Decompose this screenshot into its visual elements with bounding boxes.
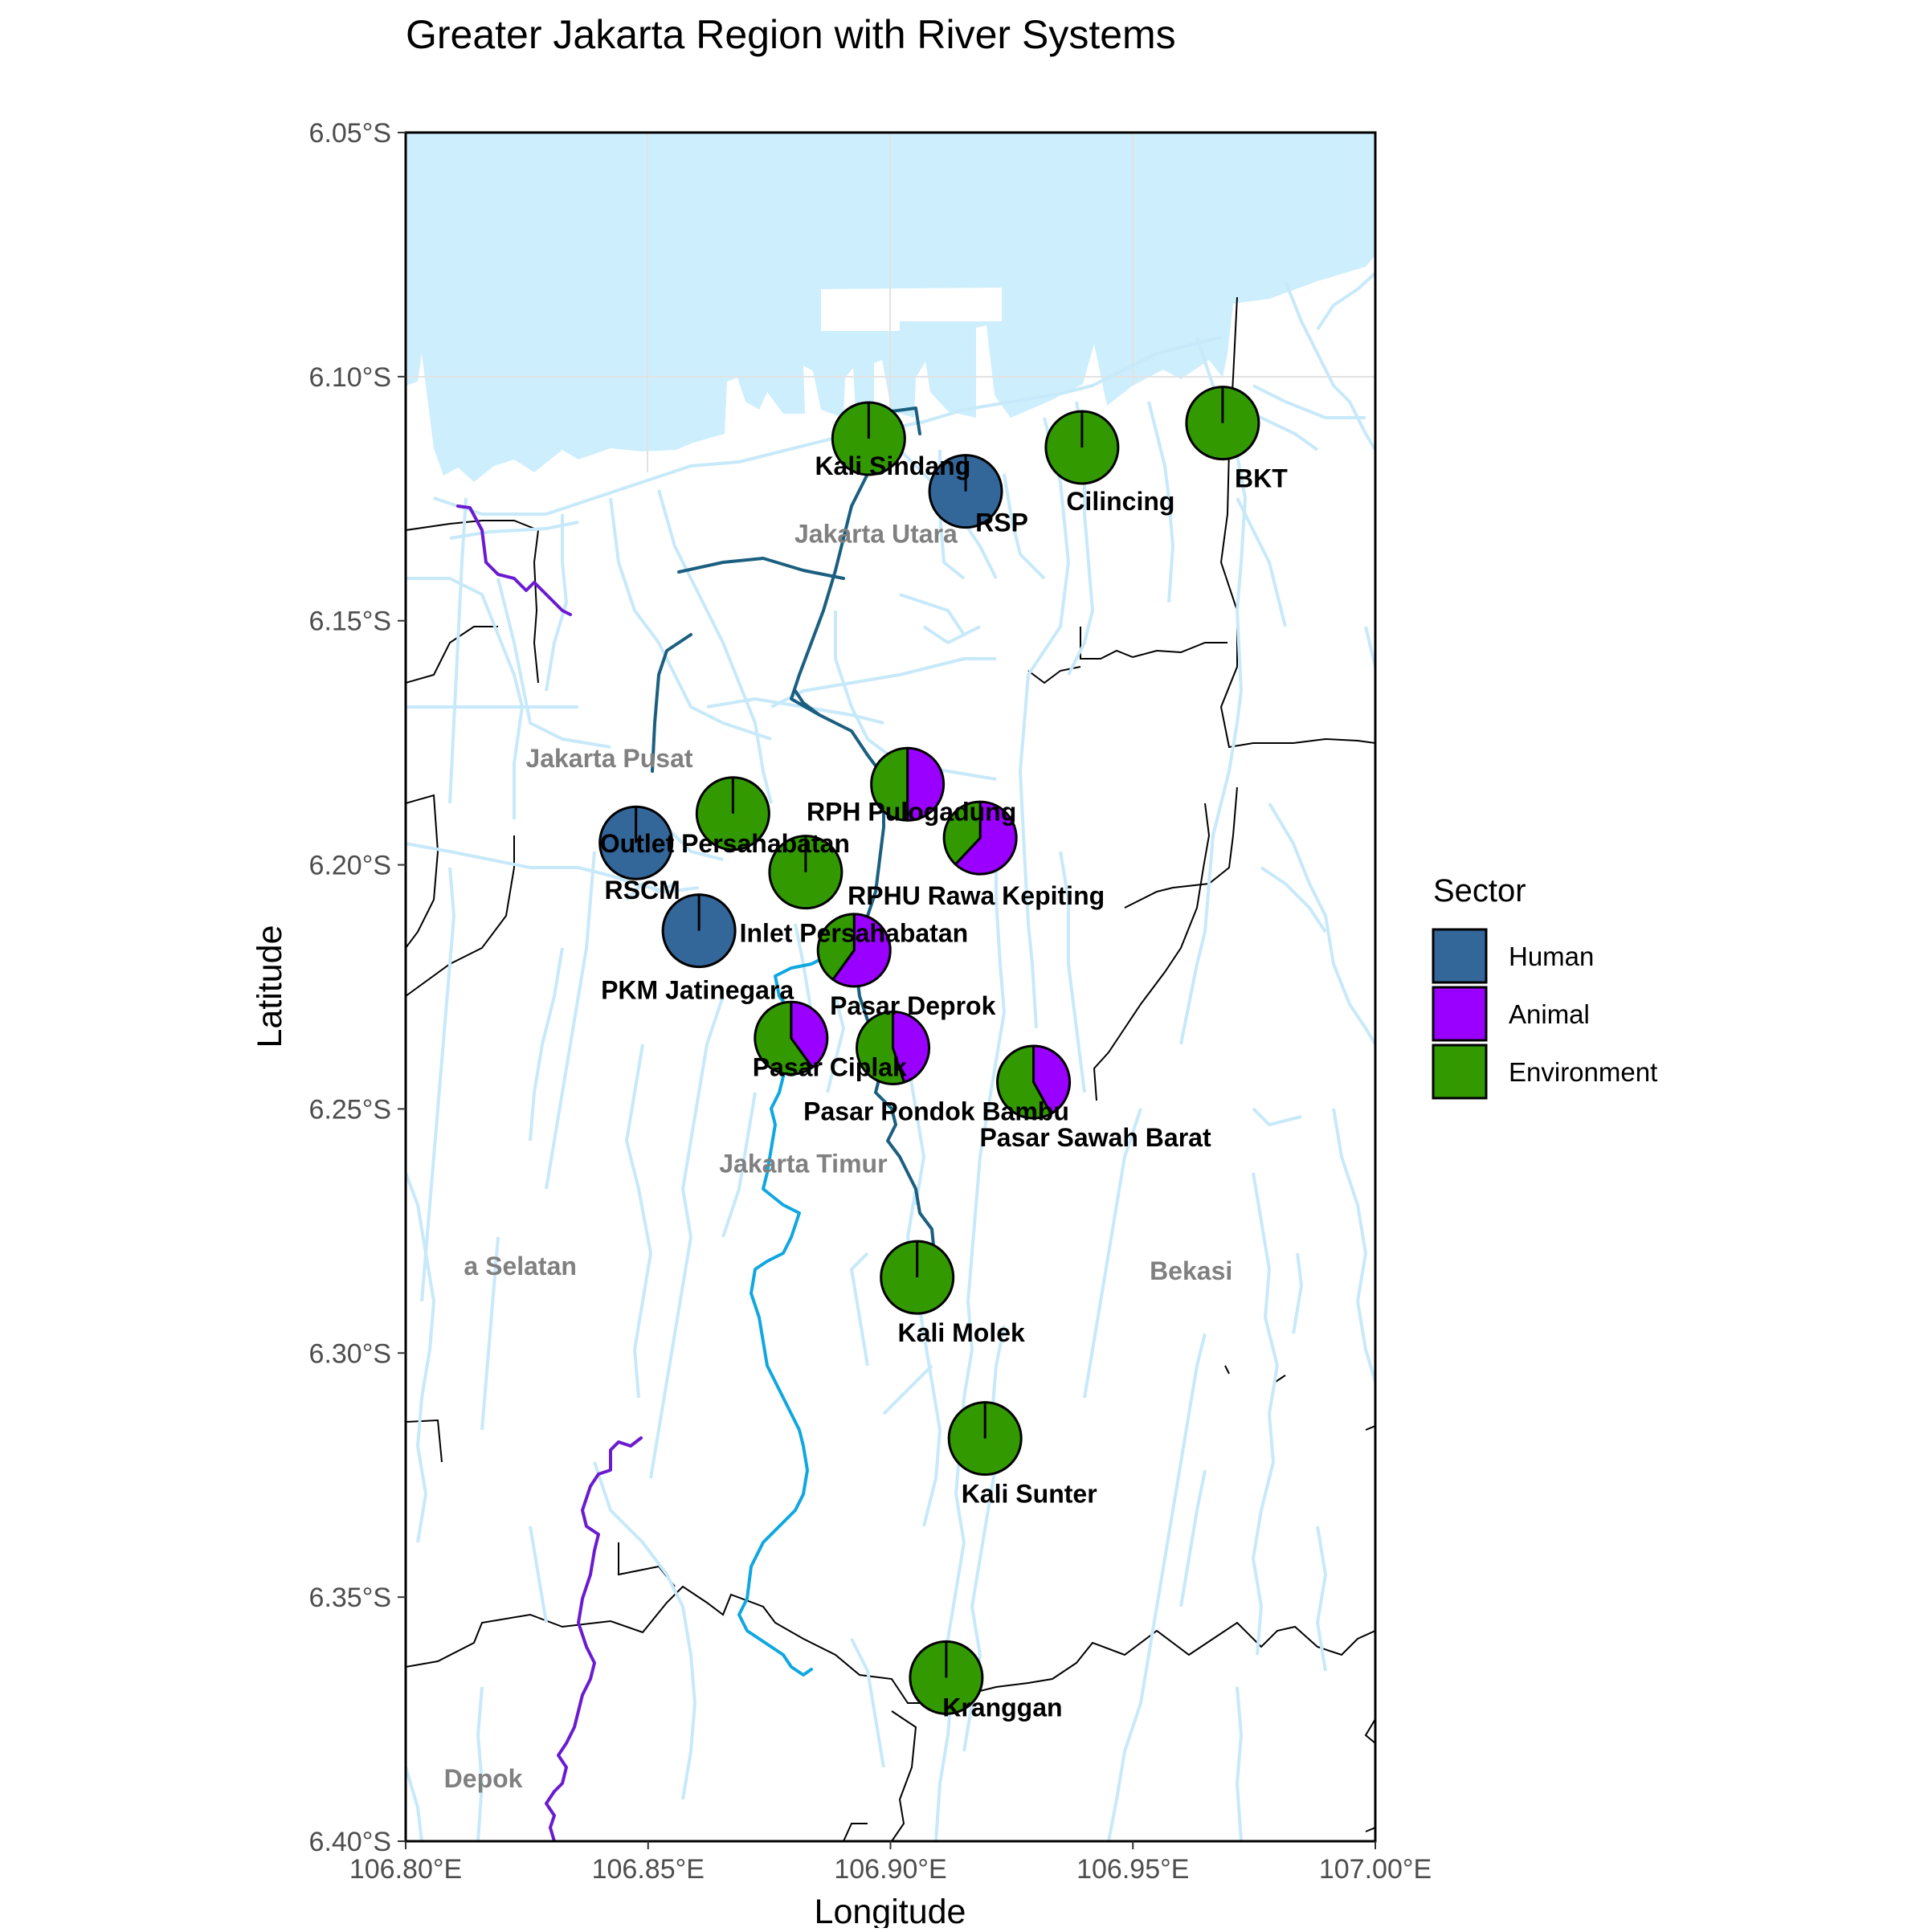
site-labels: Kali Sindang RSP Cilincing BKT RPH Pulogadun… — [600, 451, 1288, 1722]
sea-gridlines — [406, 133, 1375, 482]
river-purple-north — [456, 504, 572, 616]
site-label-cilincing: Cilincing — [1066, 487, 1174, 516]
site-pies — [598, 386, 1260, 1715]
region-label-jakarta-timur: Jakarta Timur — [719, 1149, 887, 1178]
pie-slice-animal — [790, 1000, 829, 1069]
y-tick-label: 6.30°S — [309, 1338, 391, 1369]
river-purple-south — [545, 1436, 643, 1841]
legend: Sector Human Animal Environment — [1432, 873, 1657, 1100]
x-tick-label: 106.80°E — [349, 1854, 462, 1885]
site-label-rph-pulogadung: RPH Pulogadung — [807, 797, 1016, 826]
legend-label-animal: Animal — [1509, 999, 1590, 1029]
legend-swatch-animal — [1432, 986, 1488, 1042]
site-label-kali-sindang: Kali Sindang — [815, 451, 970, 480]
region-label-bekasi: Bekasi — [1150, 1256, 1232, 1285]
pie-slice-animal — [892, 1010, 931, 1084]
pie-slice-animal — [954, 800, 1018, 876]
region-label-a-selatan: a Selatan — [464, 1252, 577, 1281]
pie-kali-sunter — [947, 1401, 1023, 1477]
pie-kali-molek — [880, 1240, 955, 1315]
y-tick-label: 6.40°S — [309, 1827, 391, 1857]
pie-slice-environment — [856, 1010, 905, 1085]
site-label-outlet-persahabatan: Outlet Persahabatan — [600, 829, 850, 858]
site-label-pasar-deprok: Pasar Deprok — [830, 991, 996, 1020]
pie-rph-pulogadung — [870, 746, 946, 822]
pie-pasar-pondok-bambu — [856, 1010, 931, 1085]
x-tick-label: 107.00°E — [1319, 1854, 1432, 1885]
pie-slice-environment — [942, 800, 982, 866]
y-tick-label: 6.25°S — [309, 1094, 391, 1125]
site-label-kali-molek: Kali Molek — [898, 1318, 1025, 1347]
y-tick-label: 6.10°S — [309, 362, 391, 393]
pie-slice-animal — [831, 913, 892, 988]
pie-kranggan — [909, 1640, 984, 1715]
site-label-rscm: RSCM — [605, 876, 680, 905]
x-tick-label: 106.90°E — [834, 1854, 946, 1885]
pie-slice-environment — [870, 746, 909, 822]
site-label-rphu-rawa-kepiting: RPHU Rawa Kepiting — [848, 881, 1105, 910]
legend-title: Sector — [1433, 873, 1526, 909]
pie-slice-environment — [996, 1044, 1052, 1120]
region-labels: Jakarta Utara Jakarta Pusat Jakarta Timur a… — [444, 519, 1233, 1793]
x-axis-ticks: 106.80°E 106.85°E 106.90°E 106.95°E 107.00°E — [349, 1841, 1432, 1885]
x-tick-label: 106.95°E — [1076, 1854, 1189, 1885]
site-label-pasar-sawah-barat: Pasar Sawah Barat — [979, 1123, 1211, 1152]
pie-rphu-rawa-kepiting — [942, 800, 1018, 876]
pie-pasar-deprok — [816, 913, 892, 988]
y-tick-label: 6.35°S — [309, 1583, 391, 1613]
pie-pasar-ciplak — [754, 1000, 829, 1076]
region-label-depok: Depok — [444, 1764, 523, 1793]
site-label-pasar-pondok-bambu: Pasar Pondok Bambu — [803, 1097, 1069, 1125]
site-label-pasar-ciplak: Pasar Ciplak — [753, 1052, 907, 1081]
y-axis-title: Latitude — [251, 925, 289, 1048]
site-label-pkm-jatinegara: PKM Jatinegara — [601, 976, 794, 1005]
chart-title: Greater Jakarta Region with River System… — [406, 12, 1176, 57]
y-axis-ticks: 6.05°S 6.10°S 6.15°S 6.20°S 6.25°S 6.30°S 6.35… — [309, 118, 406, 1857]
y-tick-label: 6.05°S — [309, 118, 391, 149]
pie-slice-animal — [906, 746, 946, 822]
site-label-kranggan: Kranggan — [942, 1693, 1062, 1722]
pie-rsp — [928, 454, 1003, 529]
pie-kali-sindang — [831, 401, 906, 476]
pie-slice-environment — [816, 913, 856, 981]
region-label-jakarta-pusat: Jakarta Pusat — [525, 744, 692, 773]
pie-inlet-persahabatan — [768, 835, 844, 910]
pie-pkm-jatinegara — [661, 893, 737, 969]
pie-pasar-sawah-barat — [996, 1044, 1072, 1120]
y-tick-label: 6.20°S — [309, 851, 391, 881]
legend-swatch-environment — [1432, 1044, 1488, 1100]
x-tick-label: 106.85°E — [592, 1854, 705, 1885]
region-label-jakarta-utara: Jakarta Utara — [794, 519, 958, 548]
site-label-inlet-persahabatan: Inlet Persahabatan — [740, 919, 969, 948]
y-tick-label: 6.15°S — [309, 607, 391, 637]
pie-rscm — [598, 805, 674, 880]
site-label-kali-sunter: Kali Sunter — [962, 1480, 1097, 1509]
river-network — [406, 272, 1375, 1841]
legend-label-human: Human — [1509, 941, 1594, 971]
x-axis-title: Longitude — [815, 1893, 966, 1928]
legend-swatch-human — [1432, 928, 1488, 984]
pie-bkt — [1185, 386, 1260, 461]
pie-cilincing — [1044, 410, 1120, 485]
pie-outlet-persahabatan — [695, 776, 770, 852]
legend-label-environment: Environment — [1509, 1057, 1657, 1087]
pie-slice-environment — [754, 1000, 814, 1076]
site-label-rsp: RSP — [975, 509, 1028, 537]
site-label-bkt: BKT — [1235, 464, 1288, 493]
